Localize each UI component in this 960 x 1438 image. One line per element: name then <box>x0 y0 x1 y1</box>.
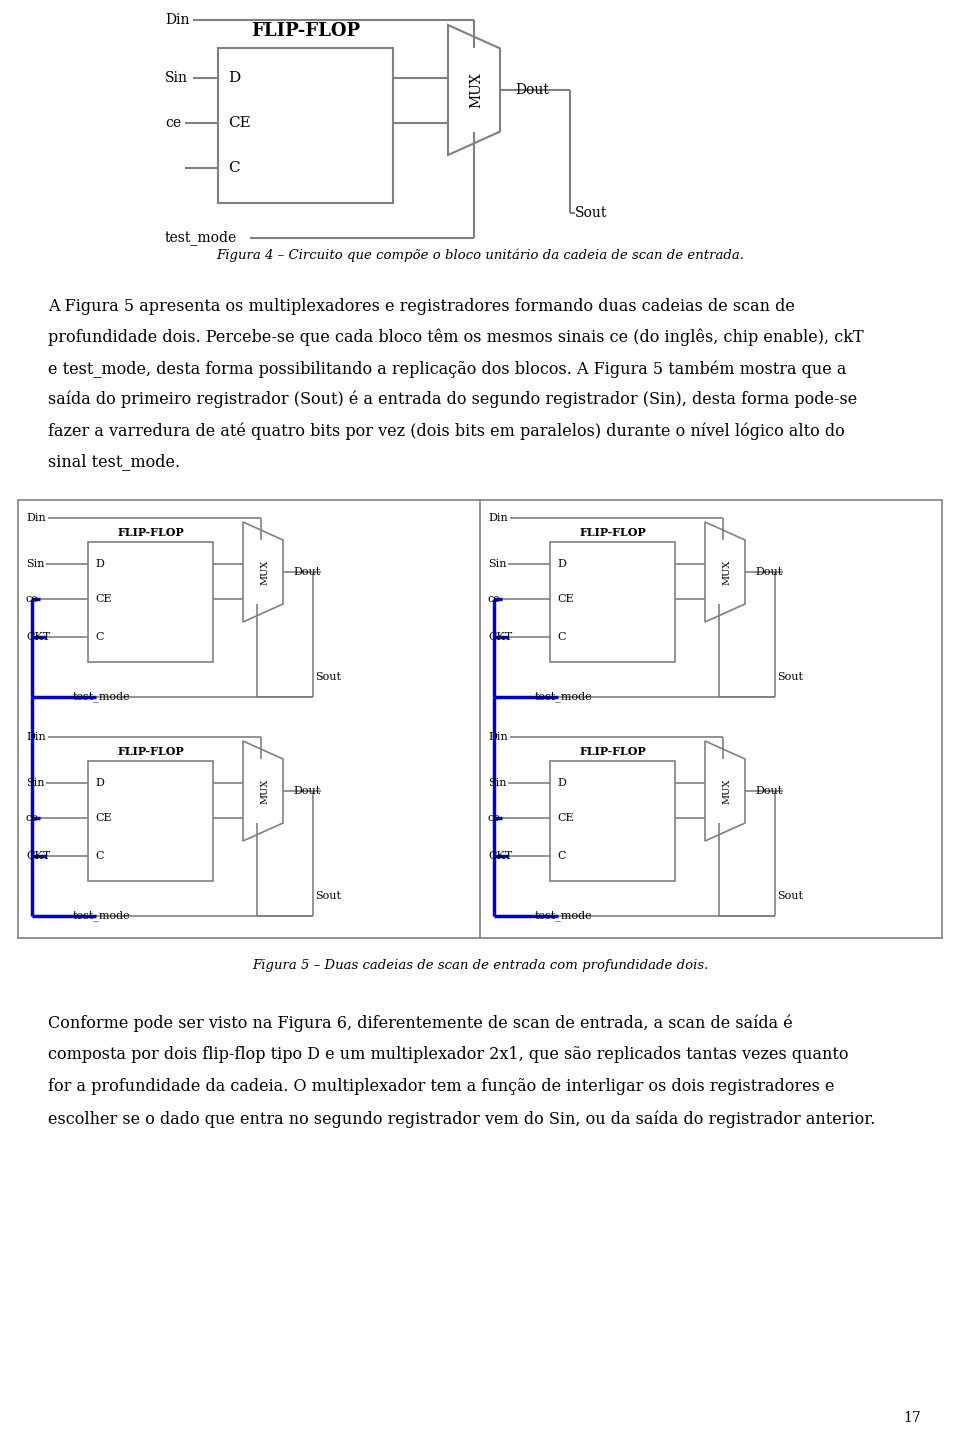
Text: Sout: Sout <box>315 892 341 902</box>
Text: 17: 17 <box>903 1411 921 1425</box>
Text: C: C <box>95 631 104 641</box>
Text: FLIP-FLOP: FLIP-FLOP <box>251 22 360 40</box>
Bar <box>550 761 675 881</box>
Text: Figura 4 – Circuito que compõe o bloco unitário da cadeia de scan de entrada.: Figura 4 – Circuito que compõe o bloco u… <box>216 249 744 262</box>
Text: CKT: CKT <box>488 851 513 861</box>
Text: Sin: Sin <box>488 778 507 788</box>
Text: test_mode: test_mode <box>535 910 592 922</box>
Text: for a profundidade da cadeia. O multiplexador tem a função de interligar os dois: for a profundidade da cadeia. O multiple… <box>48 1078 834 1094</box>
Text: CE: CE <box>557 812 574 823</box>
Text: saída do primeiro registrador (Sout) é a entrada do segundo registrador (Sin), d: saída do primeiro registrador (Sout) é a… <box>48 391 857 408</box>
Text: sinal test_mode.: sinal test_mode. <box>48 453 180 470</box>
Text: Dout: Dout <box>755 567 782 577</box>
Text: D: D <box>95 559 104 569</box>
Text: CE: CE <box>95 812 111 823</box>
Text: MUX: MUX <box>723 559 732 585</box>
Text: ce: ce <box>165 116 181 129</box>
Bar <box>550 542 675 661</box>
Text: C: C <box>228 161 240 175</box>
Text: D: D <box>557 559 565 569</box>
Text: ce: ce <box>26 594 38 604</box>
Text: MUX: MUX <box>260 559 270 585</box>
Text: test_mode: test_mode <box>535 692 592 702</box>
Text: A Figura 5 apresenta os multiplexadores e registradores formando duas cadeias de: A Figura 5 apresenta os multiplexadores … <box>48 298 795 315</box>
Text: CE: CE <box>557 594 574 604</box>
Text: Figura 5 – Duas cadeias de scan de entrada com profundidade dois.: Figura 5 – Duas cadeias de scan de entra… <box>252 959 708 972</box>
Text: CKT: CKT <box>488 631 513 641</box>
Text: Sin: Sin <box>26 559 44 569</box>
Text: CKT: CKT <box>26 631 50 641</box>
Bar <box>88 761 213 881</box>
Text: Sin: Sin <box>165 70 188 85</box>
Text: ce: ce <box>488 812 501 823</box>
Text: Din: Din <box>488 513 508 523</box>
Text: Sout: Sout <box>315 672 341 682</box>
Bar <box>88 542 213 661</box>
Text: Dout: Dout <box>293 567 321 577</box>
Text: Conforme pode ser visto na Figura 6, diferentemente de scan de entrada, a scan d: Conforme pode ser visto na Figura 6, dif… <box>48 1014 793 1031</box>
Text: Dout: Dout <box>293 787 321 797</box>
Text: Dout: Dout <box>755 787 782 797</box>
Text: FLIP-FLOP: FLIP-FLOP <box>579 526 646 538</box>
Text: composta por dois flip-flop tipo D e um multiplexador 2x1, que são replicados ta: composta por dois flip-flop tipo D e um … <box>48 1045 849 1063</box>
Bar <box>218 47 393 203</box>
Text: test_mode: test_mode <box>165 230 237 246</box>
Text: CE: CE <box>95 594 111 604</box>
Text: Sin: Sin <box>488 559 507 569</box>
Text: fazer a varredura de até quatro bits por vez (dois bits em paralelos) durante o : fazer a varredura de até quatro bits por… <box>48 421 845 440</box>
Text: CE: CE <box>228 116 251 129</box>
Text: D: D <box>228 70 240 85</box>
Text: Sout: Sout <box>575 206 608 220</box>
Text: D: D <box>557 778 565 788</box>
Text: MUX: MUX <box>723 778 732 804</box>
Text: Din: Din <box>26 732 46 742</box>
Text: Dout: Dout <box>515 83 549 96</box>
Text: MUX: MUX <box>469 72 483 108</box>
Text: Din: Din <box>26 513 46 523</box>
Text: C: C <box>95 851 104 861</box>
Text: profundidade dois. Percebe-se que cada bloco têm os mesmos sinais ce (do inglês,: profundidade dois. Percebe-se que cada b… <box>48 329 864 347</box>
Text: Din: Din <box>488 732 508 742</box>
Text: FLIP-FLOP: FLIP-FLOP <box>117 746 184 756</box>
Text: ce: ce <box>26 812 38 823</box>
Bar <box>18 500 942 938</box>
Text: test_mode: test_mode <box>73 910 131 922</box>
Text: C: C <box>557 851 565 861</box>
Text: Sout: Sout <box>777 892 803 902</box>
Text: FLIP-FLOP: FLIP-FLOP <box>117 526 184 538</box>
Text: Sout: Sout <box>777 672 803 682</box>
Text: CKT: CKT <box>26 851 50 861</box>
Text: e test_mode, desta forma possibilitando a replicação dos blocos. A Figura 5 tamb: e test_mode, desta forma possibilitando … <box>48 360 847 378</box>
Text: escolher se o dado que entra no segundo registrador vem do Sin, ou da saída do r: escolher se o dado que entra no segundo … <box>48 1110 876 1127</box>
Text: ce: ce <box>488 594 501 604</box>
Text: Sin: Sin <box>26 778 44 788</box>
Text: FLIP-FLOP: FLIP-FLOP <box>579 746 646 756</box>
Text: D: D <box>95 778 104 788</box>
Text: test_mode: test_mode <box>73 692 131 702</box>
Text: Din: Din <box>165 13 189 27</box>
Text: C: C <box>557 631 565 641</box>
Text: MUX: MUX <box>260 778 270 804</box>
